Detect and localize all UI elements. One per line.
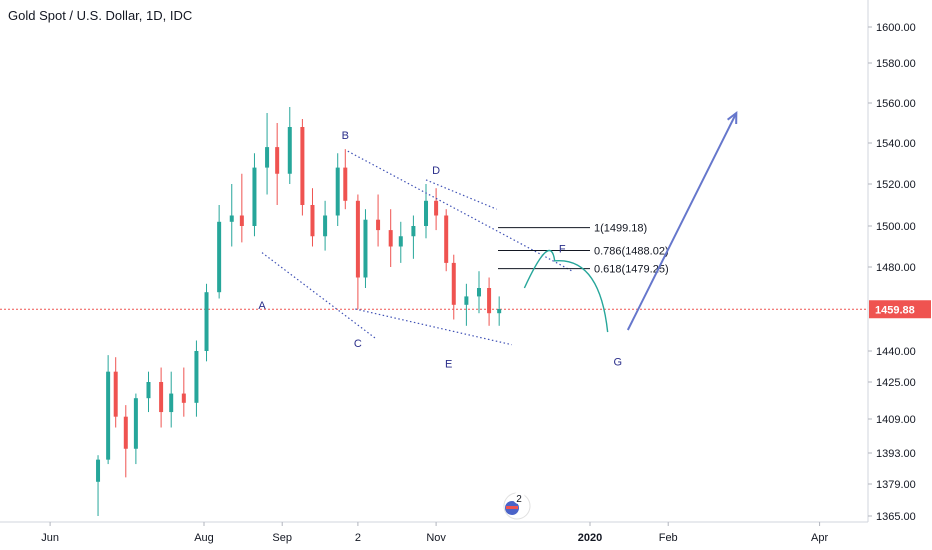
candle-body (335, 167, 340, 216)
candle-body (424, 200, 429, 226)
wave-label: D (432, 165, 440, 177)
x-tick-label: Feb (659, 532, 678, 544)
candle-body (444, 215, 449, 263)
x-tick-label: Aug (194, 532, 214, 544)
fib-level-label: 1(1499.18) (594, 223, 647, 235)
candle-body (451, 262, 456, 305)
x-tick-label: Sep (272, 532, 292, 544)
fib-level-label: 0.618(1479.25) (594, 264, 669, 276)
candle-body (343, 167, 348, 201)
news-badge[interactable]: 2 (503, 492, 531, 520)
candle-body (113, 371, 118, 417)
candle-body (106, 371, 111, 460)
candle-body (194, 351, 199, 403)
candle-body (287, 127, 292, 174)
candle-body (252, 167, 257, 226)
wave-label: B (342, 130, 349, 142)
y-tick-label: 1379.00 (876, 479, 916, 491)
arrow-head (727, 110, 738, 125)
candle-body (123, 416, 128, 449)
x-tick-label: 2020 (578, 532, 602, 544)
x-tick-label: 2 (355, 532, 361, 544)
candle-body (133, 398, 138, 449)
candle-body (169, 393, 174, 413)
wave-labels: A B C D E F G (258, 130, 622, 371)
candle-body (363, 219, 368, 278)
trendline[interactable] (347, 150, 573, 272)
candle-body (229, 215, 234, 222)
candle-body (265, 147, 270, 168)
candle-body (323, 215, 328, 237)
fib-level-label: 0.786(1488.02) (594, 246, 669, 258)
candle-body (239, 215, 244, 226)
wave-label: C (354, 338, 362, 350)
y-tick-label: 1540.00 (876, 138, 916, 150)
price-axis[interactable]: 1600.00 1580.00 1560.00 1540.00 1520.00 1500.… (868, 22, 931, 523)
wave-label: G (613, 356, 622, 368)
trendline[interactable] (425, 179, 497, 210)
current-price-label: 1459.88 (875, 304, 915, 316)
candle-body (497, 309, 502, 314)
candle-body (181, 393, 186, 403)
candle-body (217, 221, 222, 293)
candle-body (310, 205, 315, 237)
x-tick-label: Nov (426, 532, 446, 544)
y-tick-label: 1480.00 (876, 262, 916, 274)
candle-body (434, 200, 439, 216)
trendlines[interactable] (261, 150, 573, 346)
wave-label: E (445, 359, 452, 371)
candle-body (275, 147, 280, 174)
fibonacci-levels[interactable]: 1(1499.18) 0.786(1488.02) 0.618(1479.25) (498, 223, 669, 276)
candle-body (476, 288, 481, 297)
projection-arc[interactable] (523, 249, 609, 333)
candle-body (355, 200, 360, 278)
candle-body (96, 459, 101, 482)
projection[interactable] (523, 110, 738, 333)
x-tick-label: Apr (811, 532, 828, 544)
trendline[interactable] (355, 308, 512, 346)
chart-title: Gold Spot / U.S. Dollar, 1D, IDC (8, 8, 193, 23)
wave-label: A (258, 300, 266, 312)
y-tick-label: 1580.00 (876, 58, 916, 70)
y-tick-label: 1425.00 (876, 377, 916, 389)
badge-flag-stripe (506, 506, 518, 509)
time-axis[interactable]: Jun Aug Sep 2 Nov 2020 Feb Apr (41, 522, 828, 544)
candles (96, 107, 502, 516)
trend-arrow[interactable] (626, 112, 738, 331)
candle-body (204, 292, 209, 351)
y-tick-label: 1409.00 (876, 414, 916, 426)
candle-body (487, 288, 492, 314)
y-tick-label: 1600.00 (876, 22, 916, 34)
y-tick-label: 1393.00 (876, 448, 916, 460)
y-tick-label: 1560.00 (876, 98, 916, 110)
candle-body (159, 382, 164, 413)
badge-count-bg (513, 492, 525, 504)
x-tick-label: Jun (41, 532, 59, 544)
candle-body (411, 226, 416, 237)
candle-body (146, 382, 151, 399)
candle-body (464, 296, 469, 305)
candle-body (376, 219, 381, 231)
badge-count: 2 (516, 494, 522, 505)
y-tick-label: 1500.00 (876, 221, 916, 233)
candle-body (388, 230, 393, 247)
y-tick-label: 1440.00 (876, 346, 916, 358)
candle-body (300, 127, 305, 205)
candle-body (398, 236, 403, 247)
y-tick-label: 1520.00 (876, 179, 916, 191)
y-tick-label: 1365.00 (876, 511, 916, 523)
current-price-tag (869, 300, 931, 319)
wave-label: F (559, 244, 566, 256)
